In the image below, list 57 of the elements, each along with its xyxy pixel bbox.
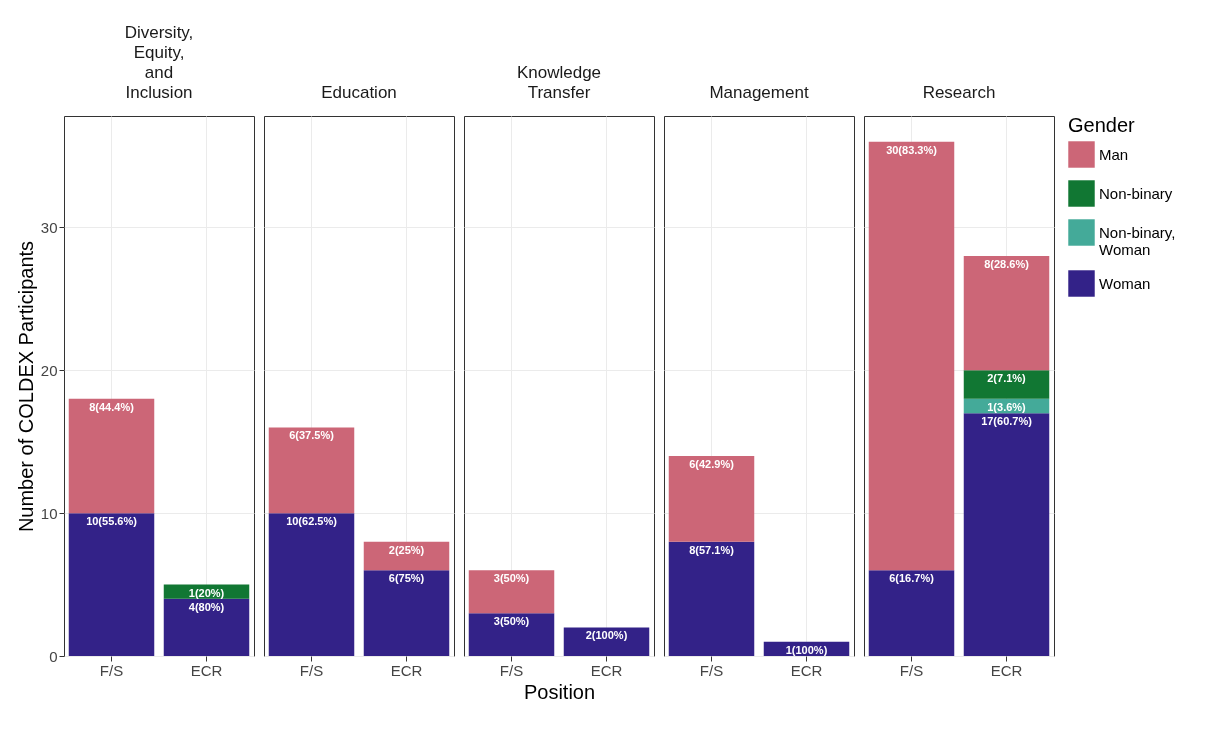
bar bbox=[363, 570, 450, 656]
y-axis-title: Number of COLDEX Participants bbox=[14, 240, 37, 533]
bar bbox=[268, 427, 355, 514]
x-tick-label: ECR bbox=[790, 661, 823, 679]
data-label: 30(83.3%) bbox=[886, 143, 938, 156]
legend-label: Woman bbox=[1099, 274, 1151, 292]
x-tick-label: F/S bbox=[699, 661, 724, 679]
data-label: 8(44.4%) bbox=[89, 400, 135, 413]
x-tick-label: F/S bbox=[899, 661, 924, 679]
legend-label: Non-binary, Woman bbox=[1099, 223, 1176, 258]
data-label: 17(60.7%) bbox=[981, 415, 1033, 428]
data-label: 6(42.9%) bbox=[689, 458, 735, 470]
x-tick-label: F/S bbox=[299, 661, 324, 679]
y-tick-label: 10 bbox=[40, 504, 58, 522]
data-label: 6(75%) bbox=[388, 572, 425, 585]
bar bbox=[963, 370, 1050, 399]
bar bbox=[868, 141, 955, 571]
data-label: 1(20%) bbox=[188, 586, 225, 599]
x-tick-label: ECR bbox=[990, 661, 1023, 679]
x-tick-label: F/S bbox=[499, 661, 524, 679]
data-label: 2(100%) bbox=[585, 629, 628, 642]
y-tick-label: 30 bbox=[40, 218, 58, 236]
x-axis-title: Position bbox=[523, 680, 596, 703]
data-label: 10(55.6%) bbox=[86, 515, 138, 528]
chart-title: Knowledge Transfer bbox=[516, 63, 602, 102]
data-label: 3(50%) bbox=[493, 572, 530, 585]
data-label: 8(28.6%) bbox=[984, 258, 1030, 270]
data-label: 3(50%) bbox=[493, 615, 530, 628]
x-tick-label: F/S bbox=[99, 661, 124, 679]
bar bbox=[963, 413, 1050, 656]
x-tick-label: ECR bbox=[390, 661, 423, 679]
bar bbox=[268, 513, 355, 656]
data-label: 1(3.6%) bbox=[987, 400, 1027, 413]
data-label: 2(25%) bbox=[388, 543, 425, 556]
data-label: 2(7.1%) bbox=[987, 372, 1027, 385]
data-label: 6(16.7%) bbox=[889, 572, 935, 585]
bar bbox=[68, 398, 155, 514]
bar bbox=[163, 598, 250, 656]
bar bbox=[963, 256, 1050, 371]
bar bbox=[68, 513, 155, 656]
x-tick-label: ECR bbox=[190, 661, 223, 679]
y-tick-label: 20 bbox=[40, 361, 58, 379]
legend-label: Man bbox=[1099, 145, 1129, 163]
x-tick-label: ECR bbox=[590, 661, 623, 679]
data-label: 10(62.5%) bbox=[286, 515, 338, 528]
data-label: 1(100%) bbox=[785, 643, 828, 656]
chart-title: Education bbox=[321, 83, 397, 102]
bar bbox=[868, 570, 955, 656]
legend-title: Gender bbox=[1068, 114, 1136, 136]
data-label: 8(57.1%) bbox=[689, 543, 735, 556]
chart-title: Research bbox=[922, 83, 996, 102]
y-tick-label: 0 bbox=[49, 647, 58, 665]
chart-title: Diversity, Equity, and Inclusion bbox=[124, 23, 194, 102]
legend-label: Non-binary bbox=[1099, 184, 1173, 202]
data-label: 6(37.5%) bbox=[289, 429, 335, 442]
chart-title: Management bbox=[709, 83, 809, 102]
data-label: 4(80%) bbox=[188, 600, 225, 613]
